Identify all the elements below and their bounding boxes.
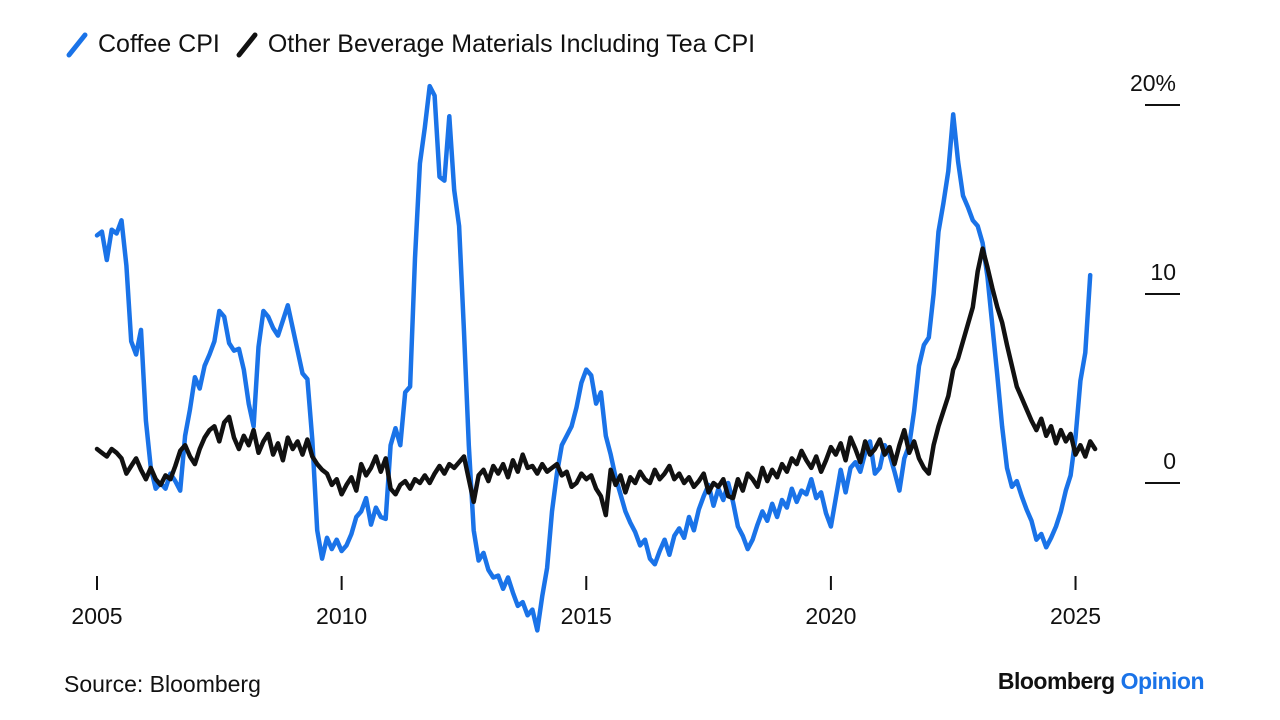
y-tick-label-0: 0 (1163, 448, 1176, 474)
x-tick-label-2010: 2010 (316, 603, 367, 629)
brand-logo: Bloomberg Opinion (997, 668, 1205, 695)
series-line-tea-cpi (94, 246, 1098, 518)
legend-label-coffee: Coffee CPI (98, 30, 220, 58)
x-tick-label-2025: 2025 (1050, 603, 1101, 629)
legend-swatch-tea (236, 32, 258, 57)
x-tick-label-2015: 2015 (561, 603, 612, 629)
y-tick-label-10: 10 (1150, 259, 1176, 285)
x-tick-label-2005: 2005 (71, 603, 122, 629)
legend-label-tea: Other Beverage Materials Including Tea C… (267, 30, 756, 58)
source-note: Source: Bloomberg (64, 671, 261, 697)
y-tick-label-20: 20% (1130, 70, 1176, 96)
legend-item-tea: Other Beverage Materials Including Tea C… (234, 30, 755, 59)
legend: Coffee CPI Other Beverage Materials Incl… (64, 30, 769, 59)
x-tick-label-2020: 2020 (805, 603, 856, 629)
brand-main: Bloomberg (997, 668, 1115, 694)
legend-swatch-coffee (66, 32, 88, 57)
brand-accent: Opinion (1120, 668, 1205, 694)
series-line-coffee-cpi (94, 83, 1093, 633)
legend-item-coffee: Coffee CPI (64, 30, 220, 59)
